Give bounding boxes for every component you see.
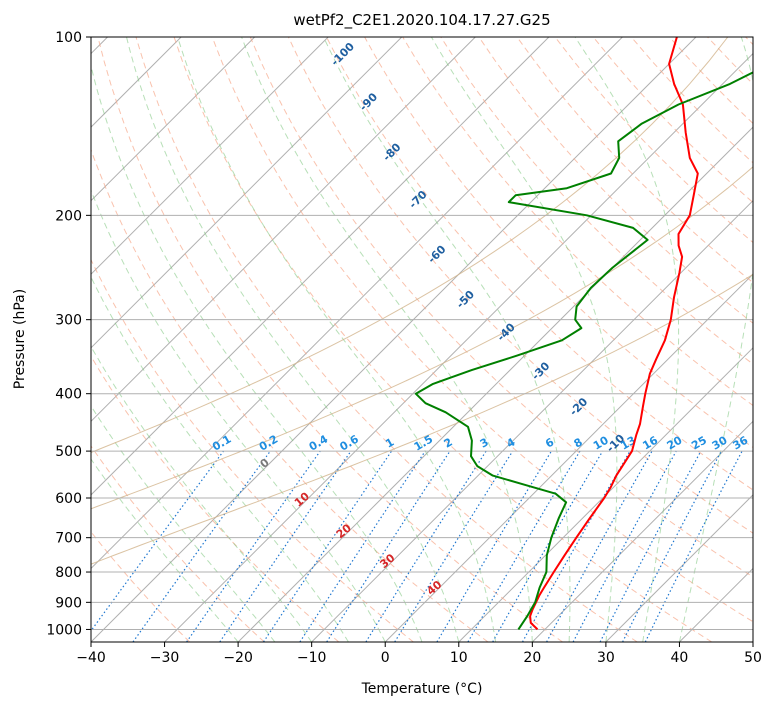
isotherm-line — [91, 37, 256, 202]
y-tick-label: 200 — [55, 208, 82, 224]
moist-adiabat — [241, 37, 533, 642]
mixing-ratio-line — [132, 450, 271, 642]
x-tick-label: −20 — [223, 650, 253, 666]
moist-adiabat — [91, 64, 423, 642]
y-tick-label: 500 — [55, 444, 82, 460]
moist-adiabat — [323, 37, 571, 642]
profile-traces — [414, 37, 753, 631]
dry-adiabat — [91, 355, 340, 642]
isotherm-line — [458, 347, 753, 642]
isotherm-line — [384, 273, 753, 642]
mixing-ratio-line — [299, 450, 426, 642]
x-tick-label: 50 — [744, 650, 762, 666]
dry-adiabat — [326, 37, 753, 491]
moist-adiabat — [678, 37, 753, 642]
dry-adiabat — [91, 258, 414, 642]
reference-curve — [91, 166, 753, 510]
isotherm-line — [531, 420, 753, 642]
moist-adiabat — [430, 37, 618, 642]
isotherm-line — [91, 37, 403, 349]
mixing-ratio-line — [186, 450, 321, 642]
moist-adiabat — [91, 458, 239, 642]
moist-adiabat — [91, 275, 349, 642]
moist-adiabat — [574, 37, 680, 642]
dry-adiabat — [211, 37, 753, 623]
mixing-ratio-line — [521, 450, 631, 642]
isotherm-line — [91, 37, 550, 496]
background-lines — [91, 37, 753, 642]
isotherm-line — [605, 494, 753, 642]
x-axis-ticks: −40 −30 −20 −10 0 10 20 30 40 50 — [76, 642, 762, 666]
y-tick-label: 700 — [55, 531, 82, 547]
dry-adiabat — [97, 37, 563, 642]
moist-adiabat — [177, 37, 497, 642]
x-tick-label: 0 — [381, 650, 390, 666]
dry-adiabat — [249, 37, 753, 578]
x-axis-label: Temperature (°C) — [361, 681, 483, 697]
dewpoint-trace — [414, 71, 753, 630]
mixing-ratio-line — [219, 450, 352, 642]
mixing-ratio-line — [262, 450, 392, 642]
x-tick-label: 10 — [450, 650, 468, 666]
x-tick-label: 40 — [671, 650, 689, 666]
moist-adiabat — [91, 188, 386, 642]
y-tick-label: 300 — [55, 313, 82, 329]
mixing-ratio-line — [394, 450, 514, 642]
plot-area — [91, 37, 753, 642]
y-axis-ticks: 1000 900 800 700 600 500 400 300 200 100 — [46, 30, 91, 638]
dry-adiabat — [91, 445, 265, 642]
x-tick-label: −40 — [76, 650, 106, 666]
x-tick-label: 20 — [523, 650, 541, 666]
mixing-ratio-line — [326, 450, 451, 642]
y-axis-label: Pressure (hPa) — [12, 289, 28, 389]
mixing-ratio-line — [91, 450, 224, 632]
mixing-ratio-line — [546, 450, 653, 642]
moist-adiabat — [126, 37, 460, 642]
dry-adiabat — [173, 37, 713, 642]
isotherm-line — [237, 126, 753, 642]
moist-adiabat — [91, 345, 313, 642]
y-tick-label: 800 — [55, 565, 82, 581]
y-tick-label: 400 — [55, 387, 82, 403]
pressure-gridlines — [91, 37, 753, 630]
x-tick-label: −10 — [297, 650, 327, 666]
plot-frame — [90, 36, 754, 643]
isotherm-line — [752, 641, 753, 642]
isotherm-line — [91, 37, 329, 275]
isotherm-line — [164, 52, 753, 642]
y-tick-label: 600 — [55, 491, 82, 507]
y-tick-label: 100 — [55, 30, 82, 46]
mixing-ratio-line — [572, 450, 677, 642]
reference-curve — [91, 37, 729, 453]
mixing-ratio-line — [644, 450, 743, 642]
y-tick-label: 900 — [55, 595, 82, 611]
x-tick-label: 30 — [597, 650, 615, 666]
dry-adiabat — [135, 37, 638, 642]
reference-curve — [91, 273, 753, 565]
isotherm-line — [91, 37, 623, 570]
chart-title: wetPf2_C2E1.2020.104.17.27.G25 — [293, 11, 550, 30]
isotherm-line — [91, 37, 476, 423]
y-tick-label: 1000 — [46, 622, 82, 638]
dry-adiabat — [287, 37, 753, 534]
temperature-trace — [529, 37, 699, 631]
x-tick-label: −30 — [150, 650, 180, 666]
